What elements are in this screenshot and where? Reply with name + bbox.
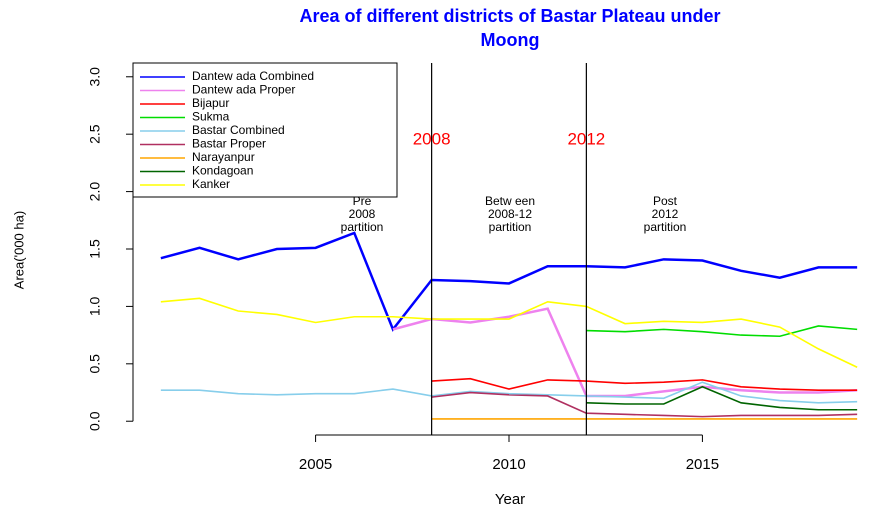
chart-title: Area of different districts of Bastar Pl… (299, 6, 721, 50)
annotation: partition (644, 220, 687, 234)
y-tick-label: 2.5 (87, 124, 103, 144)
x-tick-label: 2015 (686, 456, 719, 473)
annotation: 2008 (349, 207, 376, 221)
line-series (586, 325, 858, 338)
y-tick-label: 2.0 (87, 182, 103, 202)
y-tick-label: 0.5 (87, 354, 103, 374)
annotation: 2012 (652, 207, 679, 221)
legend-label: Kanker (192, 177, 230, 191)
legend-box (132, 62, 398, 198)
legend-label: Kondagoan (192, 164, 253, 178)
x-axis-label: Year (495, 491, 525, 508)
legend-label: Bastar Combined (192, 123, 285, 137)
line-series (431, 377, 858, 392)
legend-label: Dantew ada Proper (192, 83, 295, 97)
partition-label: 2008 (413, 129, 451, 148)
legend-label: Sukma (192, 110, 230, 124)
line-series (160, 231, 858, 332)
annotation: Pre (353, 194, 372, 208)
x-tick-label: 2005 (299, 456, 332, 473)
line-series (431, 391, 858, 418)
y-tick-label: 3.0 (87, 67, 103, 87)
annotation: Betw een (485, 194, 535, 208)
legend-label: Dantew ada Combined (192, 69, 314, 83)
x-tick-label: 2010 (492, 456, 525, 473)
legend-label: Bijapur (192, 96, 229, 110)
y-tick-label: 1.5 (87, 239, 103, 259)
annotation: Post (653, 194, 678, 208)
y-axis-label: Area('000 ha) (11, 211, 26, 289)
annotation: partition (341, 220, 384, 234)
line-series (586, 385, 858, 411)
legend-label: Narayanpur (192, 150, 255, 164)
legend-label: Bastar Proper (192, 137, 266, 151)
y-tick-label: 1.0 (87, 296, 103, 316)
y-tick-label: 0.0 (87, 411, 103, 431)
line-series (160, 297, 858, 368)
annotation: 2008-12 (488, 207, 532, 221)
line-series (160, 381, 858, 404)
partition-label: 2012 (567, 129, 605, 148)
annotation: partition (489, 220, 532, 234)
line-series (392, 307, 858, 398)
